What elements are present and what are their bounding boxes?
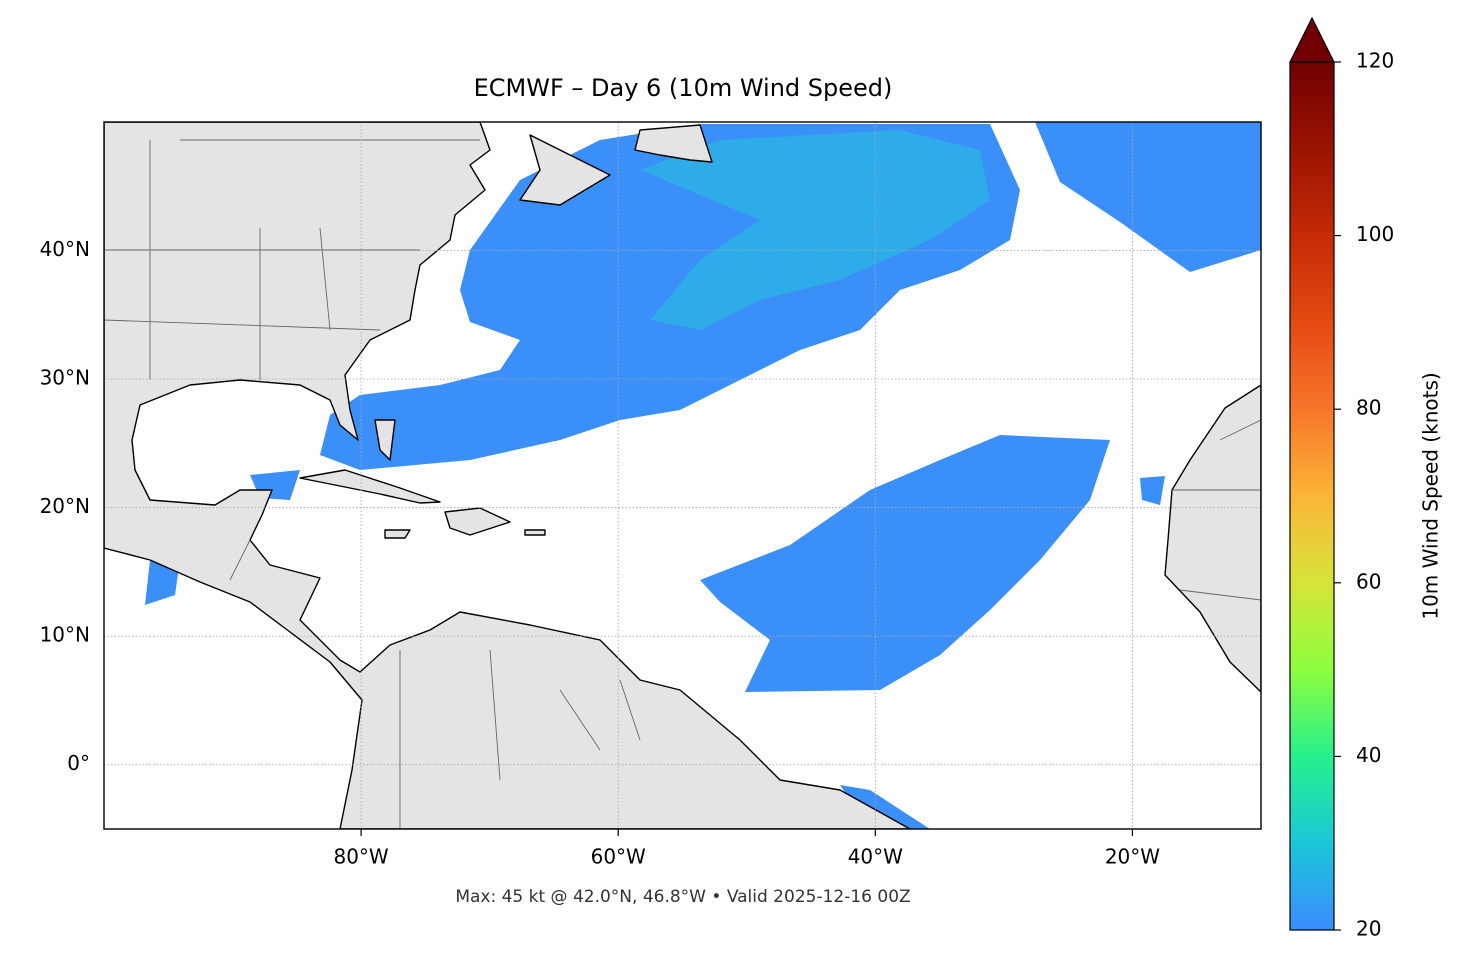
wind-field-strong	[640, 130, 990, 330]
chart-title: ECMWF – Day 6 (10m Wind Speed)	[474, 74, 893, 102]
colorbar-tick-label: 40	[1356, 743, 1381, 767]
colorbar-tick-label: 60	[1356, 569, 1381, 593]
y-tick-label: 10°N	[40, 623, 90, 647]
x-tick-label: 20°W	[1105, 845, 1160, 869]
colorbar-tick-label: 20	[1356, 917, 1381, 941]
wind-field	[1035, 122, 1261, 272]
y-tick-label: 30°N	[40, 366, 90, 390]
x-tick-label: 40°W	[848, 845, 903, 869]
y-tick-label: 20°N	[40, 494, 90, 518]
y-tick-label: 40°N	[40, 237, 90, 261]
colorbar-tick-label: 80	[1356, 396, 1381, 420]
colorbar-tick-label: 120	[1356, 49, 1394, 73]
map-frame	[103, 121, 1262, 830]
colorbar-tick-label: 100	[1356, 222, 1394, 246]
colorbar-label: 10m Wind Speed (knots)	[1419, 372, 1443, 619]
wind-field	[700, 435, 1110, 692]
map-area	[104, 122, 1261, 829]
subtitle: Max: 45 kt @ 42.0°N, 46.8°W • Valid 2025…	[455, 887, 910, 907]
colorbar-extend	[1289, 16, 1335, 63]
x-tick-label: 60°W	[591, 845, 646, 869]
country-borders	[104, 139, 1261, 829]
y-tick-label: 0°	[67, 751, 90, 775]
colorbar	[1289, 61, 1335, 931]
land-africa	[1164, 384, 1261, 693]
land-americas	[104, 122, 911, 829]
land-caribbean	[299, 419, 546, 539]
land-newfoundland	[519, 124, 713, 206]
x-tick-label: 80°W	[333, 845, 388, 869]
